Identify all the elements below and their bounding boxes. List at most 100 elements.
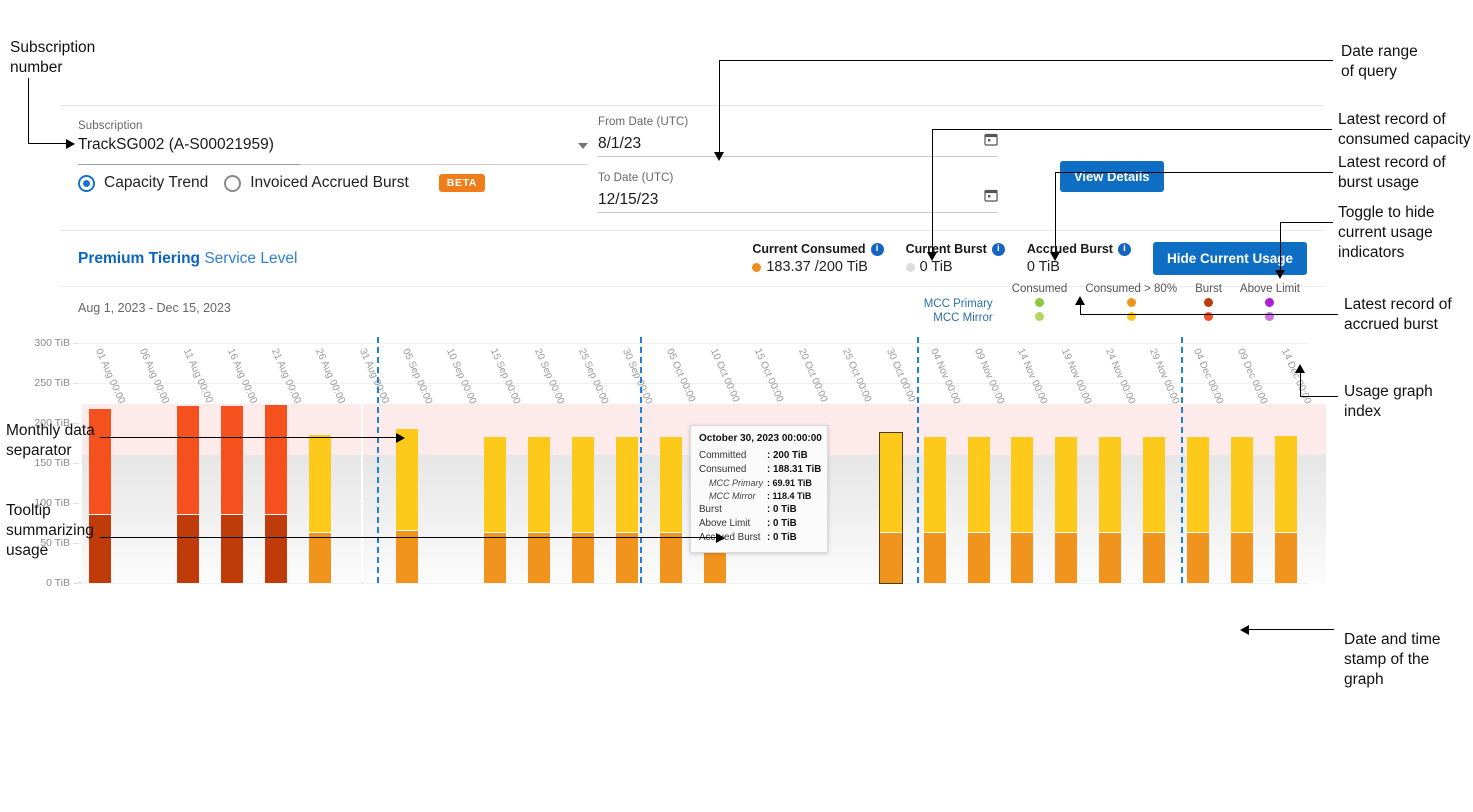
bar-segment-mcc-primary xyxy=(308,533,331,583)
legend-dot-above-limit xyxy=(1265,298,1275,307)
annotation-leader-index-h xyxy=(1300,396,1338,397)
x-axis-label: 21 Aug 00:00 xyxy=(268,347,303,406)
x-axis-label: 06 Aug 00:00 xyxy=(136,347,171,406)
service-level-title-rest: Service Level xyxy=(200,249,298,267)
tooltip-row-value: : 118.4 TiB xyxy=(767,490,812,501)
legend-col-above-limit: Above Limit xyxy=(1239,283,1300,295)
calendar-icon[interactable] xyxy=(984,132,998,151)
annotation-arrow-toggle xyxy=(1275,270,1285,279)
x-axis-label: 29 Nov 00:00 xyxy=(1147,347,1182,406)
month-separator xyxy=(376,337,379,583)
chart-bar[interactable] xyxy=(484,436,507,583)
status-dot xyxy=(905,262,915,272)
filter-bar: Subscription TrackSG002 (A-S00021959) Fr… xyxy=(60,106,1325,231)
annotation-leader-consumed-h xyxy=(932,129,1332,130)
chart-bar[interactable] xyxy=(1231,436,1254,583)
bar-segment-mcc-mirror xyxy=(308,435,331,534)
radio-capacity-trend-label: Capacity Trend xyxy=(104,174,209,191)
x-axis-label: 14 Dec 00:00 xyxy=(1278,347,1314,406)
chart-bar[interactable] xyxy=(1143,436,1166,583)
service-level-title: Premium Tiering Service Level xyxy=(78,250,297,268)
current-usage-stats: Current Consumed i 183.37 /200 TiB Curre… xyxy=(752,242,1307,275)
chart-bar[interactable] xyxy=(176,406,199,583)
bar-segment-mcc-primary xyxy=(176,515,199,583)
legend-dot-consumed xyxy=(1035,298,1044,307)
tooltip-row-key: Consumed xyxy=(699,463,747,475)
to-date-field[interactable]: To Date (UTC) 12/15/23 xyxy=(598,172,998,213)
chart-bar[interactable] xyxy=(396,429,419,583)
bar-segment-mcc-primary xyxy=(1231,533,1254,583)
chart-bar[interactable] xyxy=(264,405,287,583)
usage-bar-chart[interactable]: October 30, 2023 00:00:00 Committed: 200… xyxy=(34,337,1326,589)
chart-bar[interactable] xyxy=(1011,436,1034,583)
info-icon[interactable]: i xyxy=(870,242,884,256)
annotation-arrow-subscription xyxy=(66,139,75,149)
chart-bar[interactable] xyxy=(1275,435,1297,583)
tooltip-row-value: : 0 TiB xyxy=(767,517,797,529)
calendar-icon[interactable] xyxy=(984,188,998,207)
x-axis-label: 25 Sep 00:00 xyxy=(576,347,611,406)
hide-current-usage-button[interactable]: Hide Current Usage xyxy=(1152,242,1307,275)
chart-bar[interactable] xyxy=(528,436,551,583)
bar-segment-mcc-mirror xyxy=(1099,436,1122,534)
bar-segment-mcc-primary xyxy=(572,533,595,583)
bar-segment-mcc-mirror xyxy=(616,436,639,534)
tooltip-row-value: : 0 TiB xyxy=(767,531,797,543)
chart-gridline xyxy=(78,343,1308,344)
view-details-button[interactable]: View Details xyxy=(1060,161,1164,192)
annotation-date-range: Date range of query xyxy=(1341,43,1418,80)
chart-bar[interactable] xyxy=(616,436,639,583)
chart-bar[interactable] xyxy=(572,436,595,583)
x-axis-label: 11 Aug 00:00 xyxy=(180,347,215,405)
chart-bar[interactable] xyxy=(923,436,946,583)
subscription-label: Subscription xyxy=(78,120,143,132)
chart-bar[interactable] xyxy=(220,406,243,583)
chart-bar[interactable] xyxy=(88,408,111,583)
radio-invoiced-accrued-burst[interactable]: Invoiced Accrued Burst xyxy=(224,174,409,192)
bar-segment-mcc-mirror xyxy=(1231,436,1254,534)
chart-bar[interactable] xyxy=(1187,436,1210,583)
chart-bar[interactable] xyxy=(878,431,903,585)
x-axis-label: 24 Nov 00:00 xyxy=(1103,347,1138,406)
annotation-usage-graph-index: Usage graph index xyxy=(1344,383,1433,420)
tooltip-row-value: : 69.91 TiB xyxy=(767,477,812,488)
stat-current-consumed-label: Current Consumed xyxy=(752,242,866,256)
chevron-down-icon[interactable] xyxy=(578,143,588,149)
bar-segment-mcc-primary xyxy=(1099,533,1122,583)
chart-bar[interactable] xyxy=(1055,436,1078,583)
legend-col-consumed: Consumed xyxy=(1011,283,1068,295)
x-axis-label: 10 Oct 00:00 xyxy=(707,347,742,404)
y-axis-tick xyxy=(73,383,78,384)
radio-invoiced-accrued-burst-label: Invoiced Accrued Burst xyxy=(250,174,409,191)
chart-legend: Consumed Consumed > 80% Burst Above Limi… xyxy=(915,283,1309,325)
chart-bar[interactable] xyxy=(308,435,331,583)
chart-bar[interactable] xyxy=(660,436,682,583)
annotation-latest-consumed: Latest record of consumed capacity xyxy=(1338,111,1471,148)
radio-capacity-trend[interactable]: Capacity Trend xyxy=(78,174,208,192)
annotation-arrow-date-range xyxy=(714,152,724,161)
bar-segment-mcc-mirror xyxy=(1143,436,1166,534)
tooltip-row-key: Accrued Burst xyxy=(699,531,761,543)
info-icon[interactable]: i xyxy=(991,242,1005,256)
bar-segment-mcc-primary xyxy=(396,531,419,583)
legend-dot-above-limit xyxy=(1265,312,1275,321)
chart-bar[interactable] xyxy=(1099,436,1122,583)
bar-segment-mcc-mirror xyxy=(220,406,243,516)
legend-row-mcc-mirror: MCC Mirror xyxy=(915,311,1309,325)
to-date-label: To Date (UTC) xyxy=(598,172,674,184)
subscription-field[interactable]: Subscription TrackSG002 (A-S00021959) xyxy=(78,120,588,157)
x-axis-label: 25 Oct 00:00 xyxy=(839,347,874,404)
stat-current-consumed: Current Consumed i 183.37 /200 TiB xyxy=(752,242,884,275)
tooltip-row: Consumed: 188.31 TiB xyxy=(699,462,821,476)
y-axis-tick xyxy=(73,423,78,424)
info-icon[interactable]: i xyxy=(1117,242,1131,256)
bar-segment-mcc-mirror xyxy=(967,436,990,534)
bar-segment-mcc-mirror xyxy=(176,406,199,516)
x-axis-label: 20 Sep 00:00 xyxy=(532,347,567,406)
x-axis-label: 15 Sep 00:00 xyxy=(488,347,523,406)
annotation-monthly-separator: Monthly data separator xyxy=(6,422,95,459)
x-axis-label: 01 Aug 00:00 xyxy=(92,347,127,406)
from-date-field[interactable]: From Date (UTC) 8/1/23 xyxy=(598,116,998,157)
chart-bar[interactable] xyxy=(967,436,990,583)
x-axis-label: 26 Aug 00:00 xyxy=(312,347,347,406)
